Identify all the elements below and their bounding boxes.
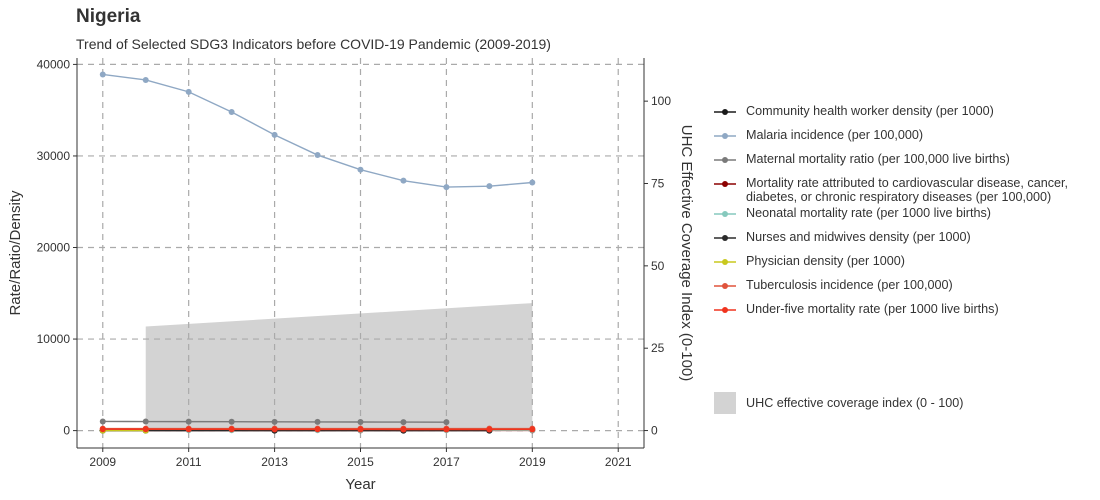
series-point-2 <box>99 418 106 425</box>
legend-swatch-point <box>722 181 728 187</box>
area-legend-swatch <box>714 392 736 414</box>
legend-swatch <box>714 235 736 241</box>
series-point-1 <box>400 177 407 184</box>
y-tick-label: 30000 <box>37 149 71 163</box>
series-point-8 <box>400 426 407 433</box>
legend-swatch-point <box>722 307 728 313</box>
y2-tick-label: 50 <box>651 259 665 273</box>
legend-swatch <box>714 259 736 265</box>
legend-swatch-point <box>722 211 728 217</box>
series-point-1 <box>314 152 321 159</box>
series-point-2 <box>443 419 450 426</box>
area-legend-label: UHC effective coverage index (0 - 100) <box>746 396 964 410</box>
legend-label: Malaria incidence (per 100,000) <box>746 128 924 142</box>
legend-label: Physician density (per 1000) <box>746 254 905 268</box>
series-point-1 <box>228 109 235 116</box>
legend-swatch <box>714 283 736 289</box>
series-point-8 <box>142 426 149 433</box>
legend-item: Neonatal mortality rate (per 1000 live b… <box>714 205 1094 229</box>
legend-label: Under-five mortality rate (per 1000 live… <box>746 302 999 316</box>
series-point-1 <box>99 71 106 78</box>
legend-item: Tuberculosis incidence (per 100,000) <box>714 277 1094 301</box>
series-point-2 <box>400 419 407 426</box>
legend-swatch-point <box>722 133 728 139</box>
x-axis-title: Year <box>345 476 375 493</box>
y2-tick-label: 25 <box>651 341 665 355</box>
y-tick-label: 0 <box>63 424 70 438</box>
series-point-8 <box>185 426 192 433</box>
series-point-1 <box>443 184 450 191</box>
series-point-1 <box>529 179 536 186</box>
y2-tick-label: 100 <box>651 94 671 108</box>
x-tick-label: 2011 <box>176 455 202 469</box>
series-point-2 <box>142 418 149 425</box>
legend-swatch <box>714 133 736 139</box>
series-point-8 <box>99 426 106 433</box>
series-point-2 <box>185 418 192 425</box>
series-point-1 <box>486 183 493 190</box>
y2-tick-label: 0 <box>651 424 658 438</box>
series-line-1 <box>102 73 533 188</box>
series-point-8 <box>271 426 278 433</box>
x-tick-label: 2009 <box>89 455 116 469</box>
legend-swatch-point <box>722 259 728 265</box>
legend-swatch-point <box>722 283 728 289</box>
legend-swatch <box>714 157 736 163</box>
legend-swatch-point <box>722 157 728 163</box>
uhc-area <box>145 303 533 431</box>
legend-item: Under-five mortality rate (per 1000 live… <box>714 301 1094 325</box>
legend-label: Community health worker density (per 100… <box>746 104 994 118</box>
y2-tick-label: 75 <box>651 176 665 190</box>
series-point-1 <box>271 131 278 138</box>
legend-swatch-point <box>722 235 728 241</box>
y-tick-label: 20000 <box>37 241 71 255</box>
legend-label: Maternal mortality ratio (per 100,000 li… <box>746 152 1010 166</box>
legend-item: Nurses and midwives density (per 1000) <box>714 229 1094 253</box>
series-point-8 <box>443 426 450 433</box>
y2-axis-title: UHC Effective Coverage Index (0-100) <box>678 125 695 382</box>
series-point-8 <box>357 426 364 433</box>
legend-item: Malaria incidence (per 100,000) <box>714 127 1094 151</box>
legend: Community health worker density (per 100… <box>714 103 1094 325</box>
x-tick-label: 2019 <box>519 455 546 469</box>
legend-label: Tuberculosis incidence (per 100,000) <box>746 278 953 292</box>
legend-label: Neonatal mortality rate (per 1000 live b… <box>746 206 991 220</box>
chart-title: Nigeria <box>76 6 141 27</box>
series-point-1 <box>357 166 364 173</box>
series-point-8 <box>314 426 321 433</box>
series-point-2 <box>271 418 278 425</box>
series-point-2 <box>228 418 235 425</box>
legend-swatch <box>714 211 736 217</box>
y-tick-label: 40000 <box>37 57 71 71</box>
legend-swatch <box>714 307 736 313</box>
x-tick-label: 2013 <box>261 455 288 469</box>
series-point-1 <box>185 88 192 95</box>
legend-item: Maternal mortality ratio (per 100,000 li… <box>714 151 1094 175</box>
legend-item: Community health worker density (per 100… <box>714 103 1094 127</box>
x-tick-label: 2021 <box>605 455 632 469</box>
series-point-8 <box>228 426 235 433</box>
series-point-8 <box>486 426 493 433</box>
legend-swatch <box>714 181 736 187</box>
legend-label: Nurses and midwives density (per 1000) <box>746 230 971 244</box>
series-point-2 <box>357 419 364 425</box>
x-tick-label: 2015 <box>347 455 374 469</box>
x-tick-label: 2017 <box>433 455 460 469</box>
legend-item: Physician density (per 1000) <box>714 253 1094 277</box>
series-point-2 <box>314 418 321 425</box>
series-point-1 <box>142 76 149 83</box>
legend-swatch <box>714 109 736 115</box>
legend-item: Mortality rate attributed to cardiovascu… <box>714 175 1094 205</box>
y-tick-label: 10000 <box>37 332 71 346</box>
legend-swatch-point <box>722 109 728 115</box>
series-point-8 <box>529 426 536 433</box>
legend-label: Mortality rate attributed to cardiovascu… <box>746 176 1068 204</box>
y-axis-title: Rate/Ratio/Density <box>7 190 24 316</box>
chart-subtitle: Trend of Selected SDG3 Indicators before… <box>76 36 551 52</box>
